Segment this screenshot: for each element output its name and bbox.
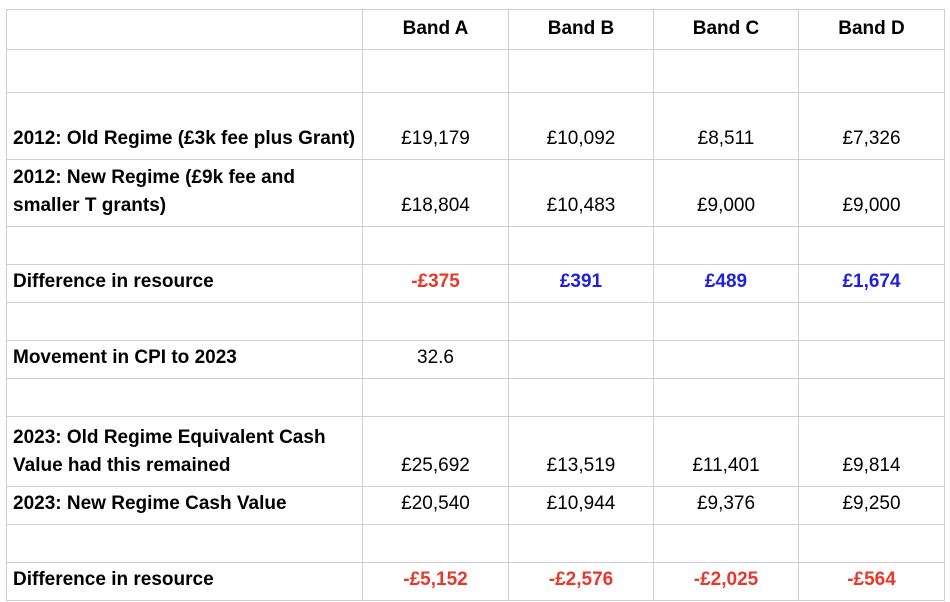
- comparison-table: Band A Band B Band C Band D 2012: Old Re…: [6, 9, 945, 601]
- empty-cell[interactable]: [6, 49, 363, 93]
- empty-cell[interactable]: [6, 524, 363, 563]
- empty-cell[interactable]: [362, 226, 509, 265]
- empty-cell[interactable]: [362, 302, 509, 341]
- row-label-2023-difference[interactable]: Difference in resource: [6, 562, 363, 601]
- empty-cell[interactable]: [508, 226, 654, 265]
- empty-row: [6, 524, 945, 563]
- value-band-a[interactable]: £25,692: [362, 416, 509, 487]
- empty-cell[interactable]: [6, 302, 363, 341]
- row-cpi-movement: Movement in CPI to 2023 32.6: [6, 340, 945, 379]
- difference-value-band-a[interactable]: -£375: [362, 264, 509, 303]
- empty-cell[interactable]: [798, 378, 945, 417]
- value-band-c[interactable]: £11,401: [653, 416, 799, 487]
- value-band-b[interactable]: £13,519: [508, 416, 654, 487]
- empty-cell[interactable]: [6, 226, 363, 265]
- empty-cell[interactable]: [508, 302, 654, 341]
- value-band-b[interactable]: £10,483: [508, 159, 654, 227]
- empty-cell[interactable]: [798, 226, 945, 265]
- row-2012-new-regime: 2012: New Regime (£9k fee and smaller T …: [6, 159, 945, 227]
- row-label-2023-new-regime[interactable]: 2023: New Regime Cash Value: [6, 486, 363, 525]
- value-band-b[interactable]: £10,944: [508, 486, 654, 525]
- row-label-cpi-movement[interactable]: Movement in CPI to 2023: [6, 340, 363, 379]
- value-band-d[interactable]: £9,250: [798, 486, 945, 525]
- empty-cell[interactable]: [508, 49, 654, 93]
- value-band-d[interactable]: £9,000: [798, 159, 945, 227]
- value-band-d[interactable]: £7,326: [798, 92, 945, 160]
- row-label-2012-difference[interactable]: Difference in resource: [6, 264, 363, 303]
- header-band-d[interactable]: Band D: [798, 9, 945, 50]
- row-2012-old-regime: 2012: Old Regime (£3k fee plus Grant) £1…: [6, 92, 945, 160]
- value-band-c[interactable]: £8,511: [653, 92, 799, 160]
- difference-value-band-a[interactable]: -£5,152: [362, 562, 509, 601]
- difference-value-band-b[interactable]: -£2,576: [508, 562, 654, 601]
- header-band-a[interactable]: Band A: [362, 9, 509, 50]
- empty-cell[interactable]: [362, 49, 509, 93]
- empty-row: [6, 226, 945, 265]
- empty-cell[interactable]: [6, 378, 363, 417]
- value-band-b[interactable]: [508, 340, 654, 379]
- value-band-c[interactable]: £9,376: [653, 486, 799, 525]
- value-band-d[interactable]: £9,814: [798, 416, 945, 487]
- empty-cell[interactable]: [653, 378, 799, 417]
- row-2023-old-regime-equivalent: 2023: Old Regime Equivalent Cash Value h…: [6, 416, 945, 487]
- row-label-2012-old-regime[interactable]: 2012: Old Regime (£3k fee plus Grant): [6, 92, 363, 160]
- empty-cell[interactable]: [798, 49, 945, 93]
- value-band-a[interactable]: £18,804: [362, 159, 509, 227]
- row-2023-new-regime: 2023: New Regime Cash Value £20,540 £10,…: [6, 486, 945, 525]
- header-row: Band A Band B Band C Band D: [6, 9, 945, 50]
- difference-value-band-c[interactable]: £489: [653, 264, 799, 303]
- value-band-c[interactable]: [653, 340, 799, 379]
- difference-value-band-b[interactable]: £391: [508, 264, 654, 303]
- empty-cell[interactable]: [508, 524, 654, 563]
- empty-row: [6, 378, 945, 417]
- row-label-2023-old-regime-equivalent[interactable]: 2023: Old Regime Equivalent Cash Value h…: [6, 416, 363, 487]
- header-corner-cell[interactable]: [6, 9, 363, 50]
- empty-cell[interactable]: [798, 302, 945, 341]
- empty-row: [6, 302, 945, 341]
- value-band-a[interactable]: £19,179: [362, 92, 509, 160]
- header-band-b[interactable]: Band B: [508, 9, 654, 50]
- empty-cell[interactable]: [653, 226, 799, 265]
- empty-cell[interactable]: [653, 49, 799, 93]
- row-2023-difference: Difference in resource -£5,152 -£2,576 -…: [6, 562, 945, 601]
- difference-value-band-c[interactable]: -£2,025: [653, 562, 799, 601]
- empty-cell[interactable]: [362, 378, 509, 417]
- value-band-c[interactable]: £9,000: [653, 159, 799, 227]
- difference-value-band-d[interactable]: -£564: [798, 562, 945, 601]
- empty-row: [6, 49, 945, 93]
- empty-cell[interactable]: [653, 302, 799, 341]
- value-band-a[interactable]: £20,540: [362, 486, 509, 525]
- value-band-d[interactable]: [798, 340, 945, 379]
- value-band-a[interactable]: 32.6: [362, 340, 509, 379]
- difference-value-band-d[interactable]: £1,674: [798, 264, 945, 303]
- value-band-b[interactable]: £10,092: [508, 92, 654, 160]
- empty-cell[interactable]: [362, 524, 509, 563]
- header-band-c[interactable]: Band C: [653, 9, 799, 50]
- empty-cell[interactable]: [653, 524, 799, 563]
- empty-cell[interactable]: [798, 524, 945, 563]
- empty-cell[interactable]: [508, 378, 654, 417]
- row-label-2012-new-regime[interactable]: 2012: New Regime (£9k fee and smaller T …: [6, 159, 363, 227]
- row-2012-difference: Difference in resource -£375 £391 £489 £…: [6, 264, 945, 303]
